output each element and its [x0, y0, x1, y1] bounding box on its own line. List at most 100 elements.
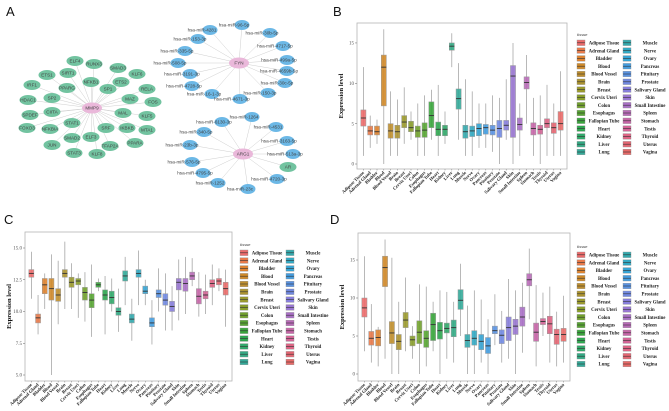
- node-label: PPARA: [127, 141, 143, 146]
- network-diagram: ELF4 RUNX3 SMAD3 KLF6 ETS1 SIRT1 NFKB1 ETS2 RELA…: [18, 20, 303, 194]
- network-edge: [238, 62, 241, 100]
- legend-label: Kidney: [597, 347, 613, 352]
- hub-label: ARG1: [237, 152, 250, 157]
- box-adrenal-gland: [35, 313, 41, 324]
- legend-label: Liver: [598, 143, 610, 148]
- box-cervix-uteri: [408, 120, 414, 132]
- mirna-node: [234, 20, 250, 30]
- box-pancreas: [483, 124, 489, 135]
- node-label: TFAP2A: [101, 144, 119, 149]
- network-edge: [26, 107, 93, 129]
- legend-label: Pancreas: [641, 277, 660, 282]
- node-label: hsa-miR-30b-5p: [246, 31, 279, 36]
- node-label: hsa-miR-23c: [227, 187, 254, 192]
- legend-label: Skin: [645, 308, 655, 313]
- node-label: hsa-miR-3163-5p: [261, 139, 297, 144]
- legend-label: Liver: [598, 355, 610, 360]
- node-label: MTA1: [141, 128, 153, 133]
- boxplot-panel-b: 0 5 10 15 Expression level Adipose Tissue Adre…: [338, 22, 666, 195]
- legend-label: Spleen: [643, 324, 657, 329]
- mirna-node: [269, 174, 285, 184]
- legend-label: Adrenal Gland: [589, 261, 620, 266]
- box-ovary: [476, 123, 482, 137]
- box-kidney: [442, 125, 448, 137]
- box-colon: [82, 287, 88, 301]
- boxplot-panel-d: 0 5 10 15 Expression level Adipose Tissue Adre…: [339, 232, 666, 407]
- legend-label: Fallopian Tube: [589, 332, 620, 337]
- legend-label: Spleen: [643, 112, 657, 117]
- node-label: STAT3: [67, 151, 81, 156]
- legend-label: Kidney: [260, 345, 276, 350]
- gene-node: [21, 110, 39, 120]
- network-edge: [74, 60, 93, 109]
- box-pancreas: [149, 317, 155, 327]
- legend-label: Adipose Tissue: [589, 254, 620, 259]
- legend-label: Cervix Uteri: [254, 306, 280, 311]
- box-lung: [457, 289, 464, 310]
- x-tick-label: Testis: [533, 382, 545, 394]
- legend-label: Brain: [261, 291, 273, 296]
- node-label: hsa-miR-4795-5p: [177, 171, 213, 176]
- legend-label: Ovary: [643, 57, 657, 62]
- y-tick-label: 5: [352, 122, 355, 127]
- hub-label: FYN: [234, 61, 243, 66]
- box-cervix-uteri: [75, 278, 82, 286]
- network-edge: [67, 72, 93, 109]
- gene-node: [19, 95, 37, 105]
- box-esophagus: [423, 330, 430, 348]
- legend-label: Bladder: [596, 269, 613, 274]
- gene-node: [138, 125, 156, 135]
- box-ovary: [478, 334, 484, 350]
- gene-node: [43, 140, 61, 150]
- mirna-node: [244, 112, 260, 122]
- y-tick-label: 15: [350, 259, 356, 264]
- network-edge: [238, 62, 269, 94]
- node-label: hsa-miR-153-3p: [174, 37, 207, 42]
- mirna-node: [279, 136, 295, 146]
- mirna-node: [210, 178, 226, 188]
- y-axis-title: Expression level: [6, 284, 13, 329]
- gene-node: [66, 56, 84, 66]
- node-label: FOS: [148, 100, 157, 105]
- y-tick-label: 5.0: [16, 374, 23, 379]
- box-muscle: [129, 313, 135, 324]
- legend-label: Esophagus: [593, 112, 615, 117]
- legend-label: Thyroid: [305, 345, 322, 350]
- node-label: KLF5: [142, 114, 153, 119]
- node-label: hsa-miR-340-5p: [180, 130, 213, 135]
- x-tick-label: Lung: [449, 170, 460, 181]
- gene-node: [128, 69, 146, 79]
- x-tick-label: Nerve: [464, 382, 476, 394]
- legend-label: Blood: [598, 65, 610, 70]
- box-prostate: [498, 329, 505, 344]
- node-label: hsa-miR-576-5p: [168, 160, 201, 165]
- mirna-node: [184, 81, 200, 91]
- legend-label: Adrenal Gland: [589, 49, 620, 54]
- legend-label: Uterus: [643, 355, 657, 360]
- gene-node: [144, 97, 162, 107]
- mirna-node: [204, 89, 220, 99]
- legend-label: Nerve: [644, 49, 656, 54]
- mirna-node: [232, 94, 248, 104]
- legend-label: Skin: [645, 96, 655, 101]
- legend-label: Small Intestine: [298, 314, 329, 319]
- x-tick-label: Lung: [116, 382, 127, 393]
- node-label: SPDEF: [22, 113, 38, 118]
- legend-label: Cervix Uteri: [591, 308, 617, 313]
- legend-label: Blood: [598, 277, 610, 282]
- node-label: SMAD2: [64, 136, 80, 141]
- node-label: NFKBIA: [42, 127, 60, 132]
- legend-label: Muscle: [643, 42, 658, 47]
- network-edge: [91, 88, 148, 109]
- node-label: hsa-miR-96-5p: [219, 23, 250, 28]
- mirna-node: [182, 140, 198, 150]
- x-tick-label: Liver: [444, 382, 455, 393]
- node-label: STAT1: [65, 121, 79, 126]
- node-label: CIITA: [46, 110, 58, 115]
- gene-node: [43, 107, 61, 117]
- gene-node: [114, 108, 132, 118]
- legend-label: Salivary Gland: [634, 300, 665, 305]
- mirna-node: [177, 46, 193, 56]
- network-edge: [91, 107, 148, 131]
- node-label: hsa-miR-3191-3p: [164, 72, 200, 77]
